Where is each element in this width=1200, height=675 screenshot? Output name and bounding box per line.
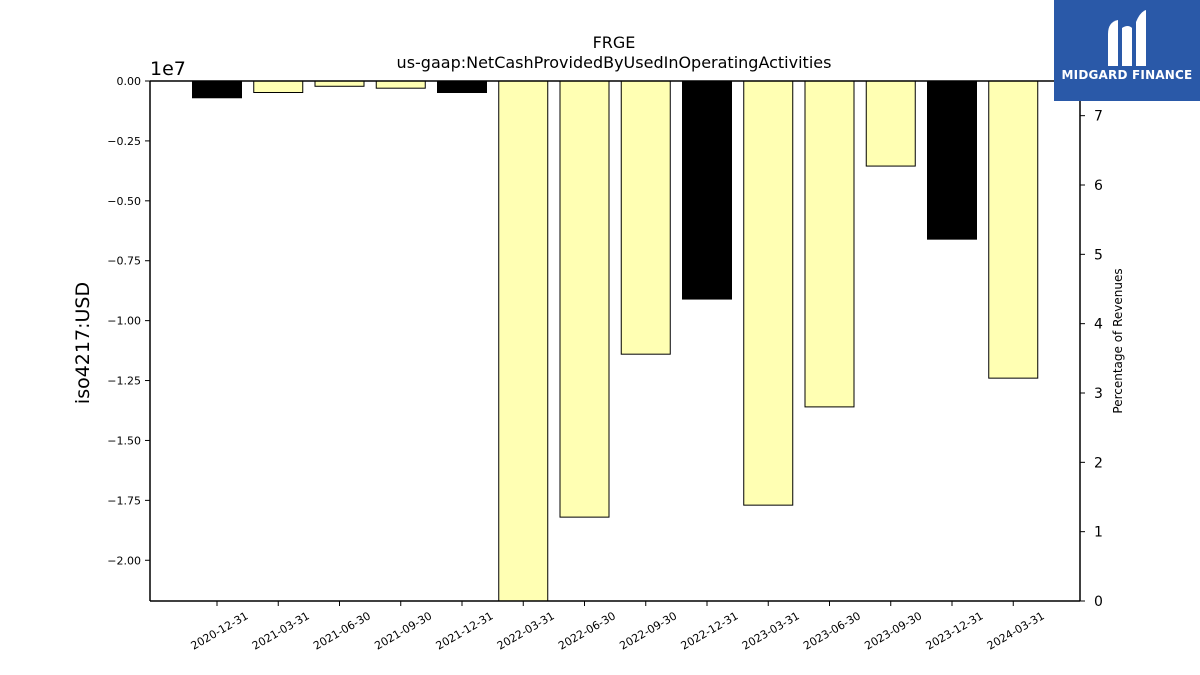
y-tick-label: −1.75	[107, 494, 141, 507]
bar	[927, 80, 977, 240]
y2-tick-label: 0	[1094, 594, 1103, 610]
y2-axis-label: Percentage of Revenues	[1111, 268, 1125, 413]
y-tick-label: −2.00	[107, 554, 141, 567]
logo-text: MIDGARD FINANCE	[1061, 68, 1193, 82]
x-tick-label: 2022-09-30	[617, 609, 679, 652]
y2-tick-label: 3	[1094, 386, 1103, 402]
y2-tick-label: 5	[1094, 247, 1103, 263]
logo: MIDGARD FINANCE	[1054, 0, 1200, 101]
y-tick-label: −1.00	[107, 315, 141, 328]
y-tick-label: −0.75	[107, 255, 141, 268]
bar	[437, 80, 487, 94]
x-tick-label: 2023-12-31	[924, 609, 986, 652]
x-tick-label: 2022-06-30	[556, 609, 618, 652]
bar	[498, 80, 549, 602]
y-tick-label: −0.25	[107, 135, 141, 148]
y2-tick-label: 6	[1094, 178, 1103, 194]
y2-tick-label: 4	[1094, 317, 1103, 333]
y-tick-label: 0.00	[117, 75, 142, 88]
bar	[804, 80, 855, 408]
chart-subtitle: us-gaap:NetCashProvidedByUsedInOperating…	[397, 53, 832, 72]
y2-tick-label: 7	[1094, 109, 1103, 125]
bar	[743, 80, 794, 506]
y-tick-label: −1.50	[107, 434, 141, 447]
bar	[682, 80, 732, 300]
bar	[865, 80, 916, 167]
bar	[620, 80, 671, 355]
bars-group	[192, 80, 1039, 602]
x-tick-label: 2023-06-30	[801, 609, 863, 652]
bar	[375, 80, 426, 89]
midgard-logo-icon	[1108, 10, 1146, 66]
x-tick-label: 2024-03-31	[985, 609, 1047, 652]
bar	[192, 80, 242, 99]
bar	[253, 80, 304, 94]
y2-tick-label: 1	[1094, 525, 1103, 541]
x-tick-label: 2021-06-30	[311, 609, 373, 652]
y-offset-label: 1e7	[150, 58, 186, 80]
x-tick-label: 2022-03-31	[495, 609, 557, 652]
bar	[559, 80, 610, 518]
x-tick-label: 2022-12-31	[679, 609, 741, 652]
x-tick-label: 2021-12-31	[434, 609, 496, 652]
x-tick-label: 2021-03-31	[250, 609, 312, 652]
x-tick-label: 2023-03-31	[740, 609, 802, 652]
y2-tick-label: 2	[1094, 455, 1103, 471]
x-tick-label: 2021-09-30	[372, 609, 434, 652]
bar	[314, 80, 365, 87]
y-tick-label: −0.50	[107, 195, 141, 208]
y-axis-label: iso4217:USD	[72, 282, 94, 404]
x-tick-label: 2020-12-31	[189, 609, 251, 652]
chart-title: FRGE	[593, 33, 636, 52]
y-tick-label: −1.25	[107, 375, 141, 388]
bar	[988, 80, 1039, 379]
x-tick-label: 2023-09-30	[862, 609, 924, 652]
